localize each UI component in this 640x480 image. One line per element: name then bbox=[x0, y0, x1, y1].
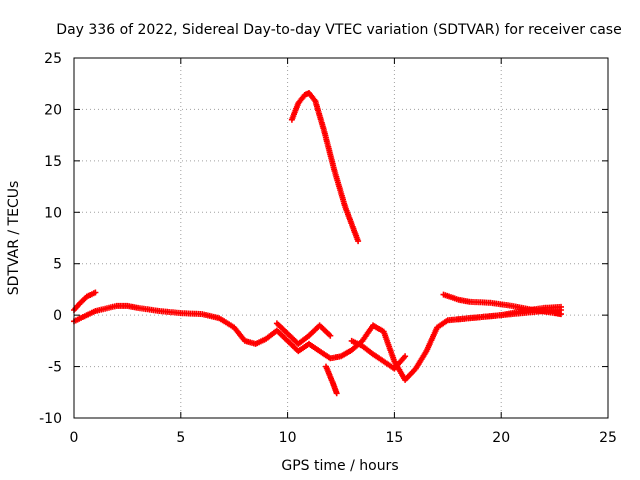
grid bbox=[74, 58, 608, 418]
x-tick-label: 5 bbox=[176, 430, 185, 446]
series-track-f bbox=[455, 303, 564, 323]
y-tick-label: 10 bbox=[44, 205, 62, 221]
y-tick-label: 25 bbox=[44, 51, 62, 67]
series-markers bbox=[440, 291, 564, 318]
y-tick-label: 5 bbox=[53, 257, 62, 273]
x-axis-label: GPS time / hours bbox=[281, 458, 398, 474]
plot-frame bbox=[73, 57, 609, 419]
series-track-g bbox=[348, 337, 409, 372]
x-tick-label: 15 bbox=[385, 430, 403, 446]
y-tick-label: 20 bbox=[44, 102, 62, 118]
x-tick-label: 0 bbox=[70, 430, 79, 446]
series-track-e bbox=[440, 291, 564, 318]
series-layer bbox=[71, 90, 564, 397]
ticks bbox=[73, 57, 609, 419]
series-markers bbox=[348, 337, 409, 372]
chart-title: Day 336 of 2022, Sidereal Day-to-day VTE… bbox=[56, 22, 621, 38]
series-track-d bbox=[288, 90, 362, 245]
series-track-h bbox=[273, 320, 334, 347]
series-markers bbox=[273, 320, 334, 347]
series-track-c bbox=[323, 363, 340, 397]
series-markers bbox=[288, 90, 362, 245]
y-axis-label: SDTVAR / TECUs bbox=[6, 181, 22, 296]
series-markers bbox=[455, 303, 564, 323]
tick-labels: 0 5 10 15 20 25 -10 -5 0 5 10 15 20 25 bbox=[39, 51, 617, 446]
x-tick-label: 10 bbox=[279, 430, 297, 446]
y-tick-label: -5 bbox=[48, 360, 62, 376]
x-tick-label: 25 bbox=[599, 430, 617, 446]
x-tick-label: 20 bbox=[492, 430, 510, 446]
y-tick-label: -10 bbox=[39, 411, 62, 427]
series-markers bbox=[323, 363, 340, 397]
y-tick-label: 0 bbox=[53, 308, 62, 324]
y-tick-label: 15 bbox=[44, 154, 62, 170]
